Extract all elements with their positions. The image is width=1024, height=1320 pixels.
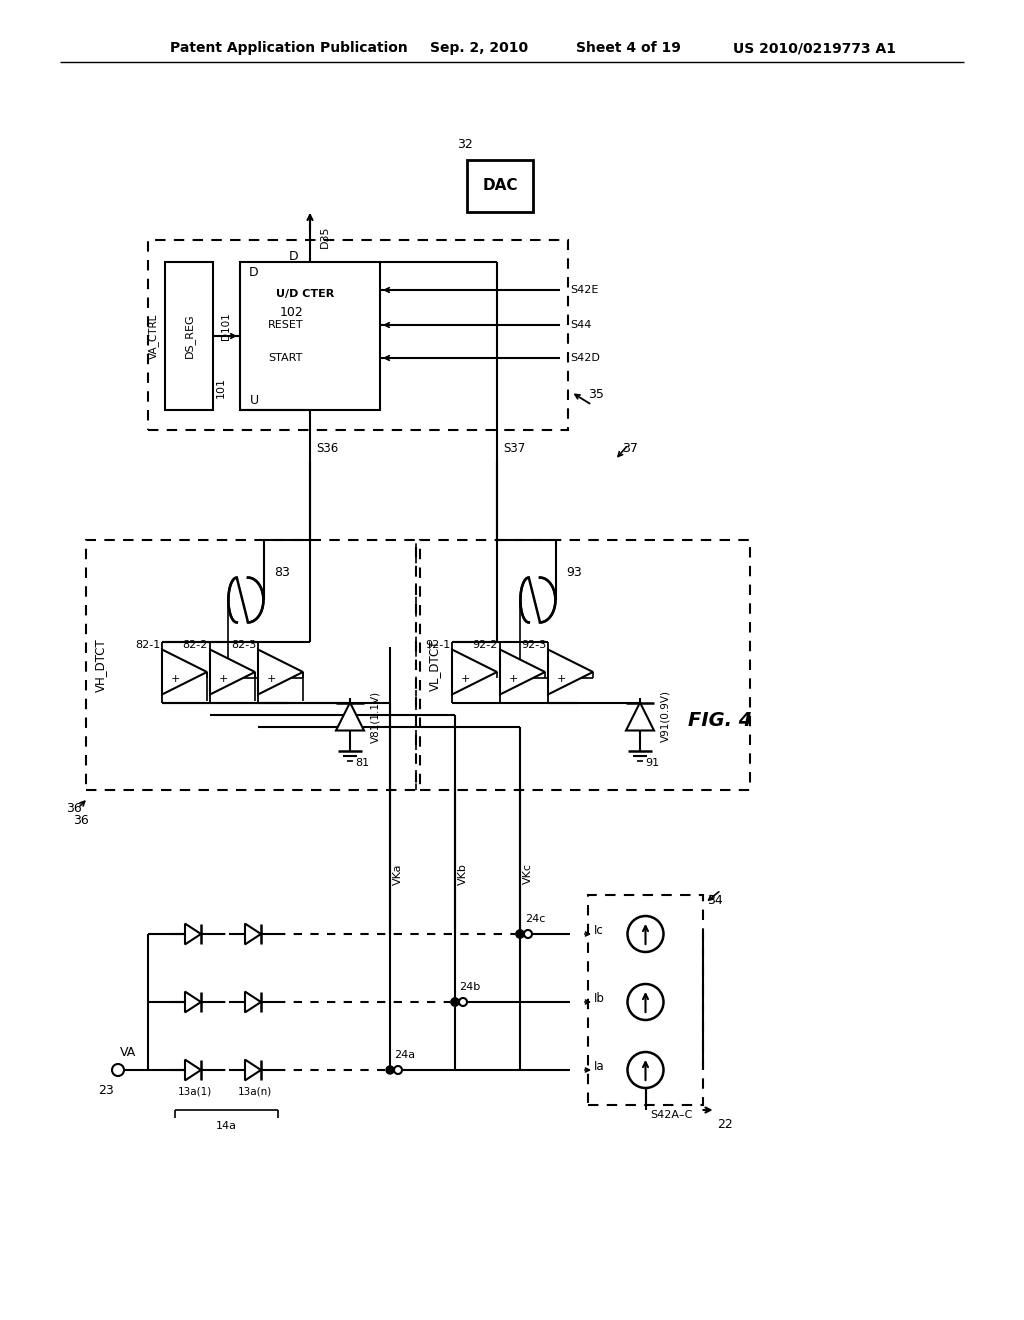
Text: 91: 91 (645, 758, 659, 767)
Text: VKa: VKa (393, 863, 403, 884)
Text: VKb: VKb (458, 863, 468, 884)
Text: +: + (509, 675, 518, 685)
Circle shape (451, 998, 459, 1006)
Text: 24c: 24c (525, 913, 545, 924)
Text: 83: 83 (274, 565, 290, 578)
Polygon shape (245, 1060, 261, 1080)
Polygon shape (210, 649, 255, 694)
Text: S44: S44 (570, 319, 592, 330)
Text: Ib: Ib (594, 991, 605, 1005)
Text: Sheet 4 of 19: Sheet 4 of 19 (575, 41, 681, 55)
Text: START: START (268, 352, 302, 363)
Text: 32: 32 (457, 137, 473, 150)
Text: V91(0.9V): V91(0.9V) (660, 690, 670, 742)
Circle shape (451, 998, 459, 1006)
Text: RESET: RESET (268, 319, 304, 330)
Polygon shape (500, 649, 545, 694)
Text: VA: VA (120, 1045, 136, 1059)
Text: Ia: Ia (594, 1060, 604, 1072)
Circle shape (386, 1067, 394, 1074)
Text: 92-1: 92-1 (425, 640, 450, 649)
Text: Ic: Ic (594, 924, 604, 936)
Circle shape (516, 931, 524, 939)
Text: VH_DTCT: VH_DTCT (93, 638, 106, 692)
Polygon shape (245, 991, 261, 1012)
Text: +: + (219, 675, 228, 685)
Text: 92-3: 92-3 (521, 640, 546, 649)
Text: +: + (171, 675, 180, 685)
Text: 36: 36 (73, 813, 89, 826)
Text: 13a(n): 13a(n) (238, 1086, 272, 1097)
Bar (148, 240, 568, 430)
Text: U/D CTER: U/D CTER (275, 289, 334, 300)
Bar (165, 261, 213, 411)
Text: +: + (557, 675, 566, 685)
Text: 36: 36 (67, 801, 82, 814)
Text: S42A–C: S42A–C (650, 1110, 693, 1119)
Text: 82-1: 82-1 (135, 640, 160, 649)
Polygon shape (245, 924, 261, 944)
Polygon shape (185, 924, 201, 944)
Text: 22: 22 (718, 1118, 733, 1131)
Text: VL_DTCT: VL_DTCT (427, 639, 440, 690)
Text: 82-3: 82-3 (230, 640, 256, 649)
Text: +: + (461, 675, 470, 685)
Polygon shape (336, 702, 364, 730)
Text: 93: 93 (566, 565, 582, 578)
Text: DS_REG: DS_REG (183, 314, 195, 358)
Circle shape (516, 931, 524, 939)
Text: Sep. 2, 2010: Sep. 2, 2010 (430, 41, 528, 55)
Polygon shape (228, 578, 263, 623)
Bar (86, 540, 416, 789)
Text: VA_CTRL: VA_CTRL (147, 313, 159, 359)
Text: DAC: DAC (482, 178, 518, 194)
Polygon shape (520, 578, 555, 623)
Text: 34: 34 (708, 894, 723, 907)
Text: U: U (250, 393, 259, 407)
Text: 24b: 24b (460, 982, 480, 993)
Bar (588, 895, 703, 1105)
Text: FIG. 4: FIG. 4 (688, 710, 753, 730)
Text: S37: S37 (503, 441, 525, 454)
Text: Patent Application Publication: Patent Application Publication (170, 41, 408, 55)
Text: S42D: S42D (570, 352, 600, 363)
Text: 23: 23 (98, 1084, 114, 1097)
Text: S42E: S42E (570, 285, 598, 294)
Polygon shape (258, 649, 303, 694)
Text: US 2010/0219773 A1: US 2010/0219773 A1 (733, 41, 896, 55)
Text: D101: D101 (221, 312, 231, 339)
Polygon shape (626, 702, 654, 730)
Bar (240, 261, 380, 411)
Text: 81: 81 (355, 758, 369, 767)
Text: 102: 102 (281, 305, 304, 318)
Text: 37: 37 (622, 441, 638, 454)
Text: S36: S36 (316, 441, 338, 454)
Text: D: D (289, 251, 299, 264)
Text: VKc: VKc (523, 863, 534, 884)
Polygon shape (162, 649, 207, 694)
Text: 14a: 14a (215, 1121, 237, 1131)
Text: V81(1.1V): V81(1.1V) (370, 690, 380, 743)
Bar (420, 540, 750, 789)
Text: D35: D35 (319, 226, 330, 248)
Polygon shape (185, 1060, 201, 1080)
Text: 35: 35 (588, 388, 604, 401)
Text: 101: 101 (216, 378, 226, 399)
Polygon shape (452, 649, 497, 694)
Polygon shape (548, 649, 593, 694)
Bar (467, 160, 534, 213)
Text: 13a(1): 13a(1) (178, 1086, 212, 1097)
Text: 24a: 24a (394, 1049, 416, 1060)
Polygon shape (185, 991, 201, 1012)
Text: +: + (267, 675, 276, 685)
Text: 82-2: 82-2 (182, 640, 208, 649)
Text: D: D (249, 265, 259, 279)
Text: 92-2: 92-2 (473, 640, 498, 649)
